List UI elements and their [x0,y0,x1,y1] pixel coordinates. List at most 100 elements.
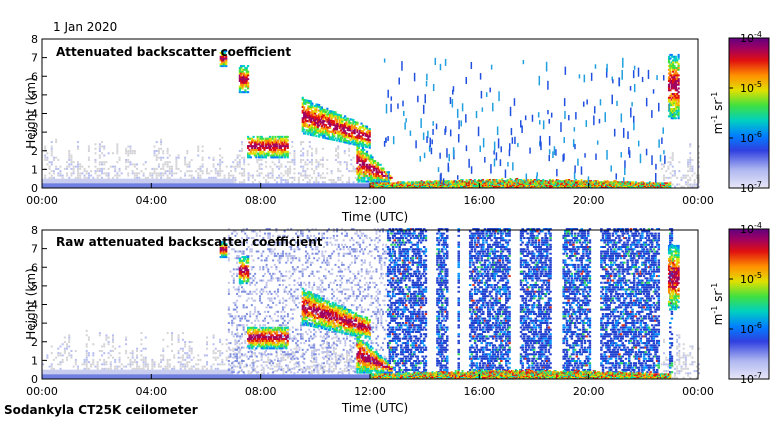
backscatter-cell [94,172,96,174]
backscatter-cell [623,128,625,138]
y-tick-label: 1 [31,163,38,176]
backscatter-cell [186,357,188,359]
backscatter-cell [92,359,94,361]
backscatter-cell [68,337,70,339]
backscatter-cell [360,173,362,175]
backscatter-cell [255,151,257,153]
backscatter-cell [101,363,103,365]
backscatter-cell [687,175,689,177]
backscatter-cell [366,164,368,166]
backscatter-cell [162,172,164,174]
backscatter-cell [280,179,282,181]
backscatter-cell [77,368,79,370]
backscatter-cell [140,350,142,352]
backscatter-cell [337,168,339,170]
backscatter-cell [348,177,350,179]
backscatter-cell [51,152,53,154]
backscatter-cell [564,98,566,106]
backscatter-cell [64,337,66,339]
backscatter-cell [84,361,86,363]
backscatter-cell [538,112,540,117]
backscatter-cell [241,141,243,143]
backscatter-cell [369,128,371,130]
backscatter-cell [633,122,635,130]
backscatter-cell [683,186,685,188]
backscatter-cell [675,56,677,58]
backscatter-cell [49,177,51,179]
backscatter-cell [55,157,57,159]
backscatter-cell [669,184,671,185]
backscatter-cell [241,172,243,174]
backscatter-cell [44,146,46,148]
backscatter-cell [675,58,677,60]
backscatter-cell [204,354,206,356]
backscatter-cell [116,143,118,145]
backscatter-cell [75,166,77,168]
backscatter-cell [287,153,289,155]
backscatter-cell [302,168,304,170]
backscatter-cell [500,146,502,152]
backscatter-cell [193,366,195,368]
backscatter-cell [669,97,671,99]
backscatter-cell [151,177,153,179]
backscatter-cell [348,154,350,156]
backscatter-cell [55,357,57,359]
backscatter-cell [51,175,53,177]
backscatter-cell [267,181,269,183]
backscatter-cell [384,59,386,63]
backscatter-cell [147,366,149,368]
backscatter-cell [68,154,70,156]
backscatter-cell [234,177,236,179]
backscatter-cell [274,366,276,368]
backscatter-cell [49,366,51,368]
backscatter-cell [225,61,227,63]
backscatter-cell [358,145,360,147]
backscatter-cell [667,166,669,168]
backscatter-cell [678,65,680,67]
backscatter-cell [178,334,180,336]
backscatter-cell [424,153,426,159]
backscatter-cell [333,135,335,137]
backscatter-cell [247,86,249,88]
backscatter-cell [691,159,693,161]
backscatter-cell [199,359,201,361]
backscatter-cell [68,345,70,347]
backscatter-cell [262,138,264,140]
backscatter-cell [291,177,293,179]
backscatter-cell [162,368,164,370]
backscatter-cell [103,343,105,345]
backscatter-cell [303,106,305,108]
backscatter-cell [335,348,337,350]
backscatter-cell [129,148,131,150]
backscatter-cell [622,58,624,68]
backscatter-cell [51,368,53,370]
backscatter-cell [304,163,306,165]
backscatter-cell [186,354,188,356]
backscatter-cell [178,361,180,363]
backscatter-cell [674,175,676,177]
backscatter-cell [313,172,315,174]
backscatter-cell [671,54,673,56]
backscatter-cell [160,359,162,361]
backscatter-cell [377,166,379,168]
backscatter-cell [140,170,142,172]
backscatter-cell [90,175,92,177]
backscatter-cell [175,168,177,170]
backscatter-cell [156,154,158,156]
backscatter-cell [348,148,350,150]
backscatter-cell [112,177,114,179]
backscatter-cell [217,172,219,174]
backscatter-cell [347,118,349,120]
backscatter-cell [186,150,188,152]
backscatter-cell [57,354,59,356]
backscatter-cell [278,168,280,170]
backscatter-cell [694,184,696,186]
backscatter-cell [669,71,671,73]
backscatter-cell [280,166,282,168]
backscatter-cell [360,153,362,155]
backscatter-cell [289,166,291,168]
backscatter-cell [471,62,473,69]
backscatter-cell [51,170,53,172]
backscatter-cell [328,134,330,136]
backscatter-cell [70,172,72,174]
